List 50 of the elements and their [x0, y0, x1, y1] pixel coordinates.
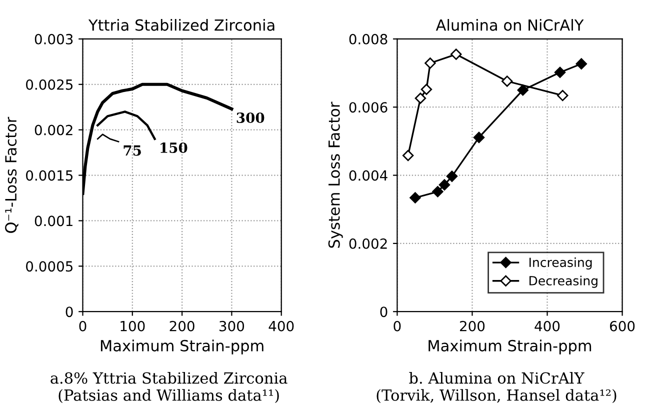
- y-tick-label: 0.008: [349, 34, 388, 44]
- point: [517, 84, 528, 96]
- y-axis-title: Q⁻¹-Loss Factor: [5, 116, 18, 233]
- x-tick-label: 0: [394, 320, 401, 332]
- legend-label: Decreasing: [530, 276, 598, 288]
- legend-label: Increasing: [530, 257, 592, 270]
- chart-title: Yttria Stabilized Zirconia: [88, 19, 274, 31]
- y-tick-label: 0.002: [34, 124, 72, 136]
- y-tick-label: 0.001: [34, 216, 72, 226]
- y-tick-label: 0.003: [34, 34, 73, 44]
- x-axis-title: Maximum Strain-ppm: [428, 340, 592, 354]
- x-tick-label: 400: [534, 320, 560, 332]
- line-series: [96, 110, 156, 140]
- y-tick-label: 0.004: [349, 170, 388, 181]
- y-tick-label: 0: [66, 306, 73, 318]
- x-axis-title: Maximum Strain-ppm: [100, 340, 264, 354]
- y-tick-label: 0.002: [349, 238, 387, 249]
- point: [576, 58, 587, 70]
- chart-title: Alumina on NiCrAlY: [436, 19, 584, 31]
- text: a.8% Yttria Stabilized Zirconia (Patsias and Williams data¹¹): [50, 372, 288, 404]
- point: [402, 150, 414, 162]
- x-tick-label: 200: [460, 320, 485, 332]
- point: [410, 192, 421, 204]
- x-tick-label: 400: [268, 320, 294, 332]
- point: [438, 179, 450, 190]
- point: [414, 92, 426, 104]
- y-tick-label: 0.006: [349, 102, 388, 113]
- annotation: 75: [124, 145, 141, 156]
- annotation: 300: [236, 112, 264, 124]
- text: b. Alumina on NiCrAlY (Torvik, Willson, Hansel data¹²): [376, 372, 616, 404]
- y-tick-label: 0: [380, 306, 388, 318]
- point: [432, 186, 444, 198]
- point: [554, 66, 566, 78]
- point: [450, 48, 462, 60]
- x-tick-label: 0: [79, 320, 86, 332]
- x-tick-label: 600: [610, 320, 635, 332]
- y-tick-label: 0.0025: [26, 79, 73, 90]
- point: [557, 90, 568, 102]
- x-tick-label: 300: [220, 320, 244, 332]
- x-tick-label: 200: [170, 320, 194, 332]
- y-tick-label: 0.0015: [26, 170, 73, 181]
- y-axis-title: System Loss Factor: [328, 102, 343, 248]
- x-tick-label: 100: [120, 320, 145, 332]
- point: [420, 84, 432, 95]
- point: [424, 58, 436, 69]
- annotation: 150: [160, 142, 188, 154]
- point: [446, 170, 458, 182]
- point: [473, 132, 485, 144]
- point: [502, 76, 513, 87]
- y-tick-label: 0.0005: [26, 261, 73, 272]
